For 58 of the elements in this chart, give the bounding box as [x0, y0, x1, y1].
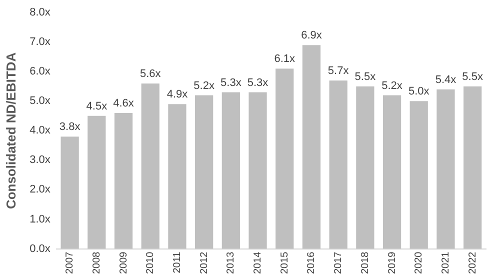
bar [248, 92, 267, 249]
x-tick-label: 2020 [414, 251, 425, 274]
x-tick-label: 2015 [279, 251, 290, 274]
y-tick-label: 8.0x [30, 6, 51, 19]
x-tick-label: 2016 [306, 251, 318, 274]
bar [329, 80, 348, 249]
y-tick-label: 3.0x [30, 154, 51, 166]
bar [195, 95, 214, 249]
bar [88, 116, 106, 249]
x-tick-label: 2021 [440, 251, 452, 274]
bar [60, 136, 79, 249]
x-tick-label: 2010 [145, 251, 156, 274]
x-tick-label: 2014 [252, 251, 264, 274]
bar [436, 89, 455, 249]
y-tick-label: 7.0x [30, 36, 51, 48]
data-label: 6.9x [301, 30, 322, 42]
bar [222, 92, 240, 249]
x-tick-label: 2019 [386, 251, 398, 274]
bar [114, 112, 133, 249]
data-label: 4.5x [86, 100, 108, 112]
x-tick-label: 2012 [198, 251, 210, 274]
x-tick-label: 2007 [64, 251, 76, 274]
bar [464, 86, 482, 249]
x-tick-label: 2018 [360, 251, 371, 274]
y-tick-label: 1.0x [30, 213, 51, 226]
x-tick-label: 2022 [467, 251, 478, 274]
x-tick-label: 2013 [226, 251, 237, 274]
y-tick-label: 5.0x [30, 95, 51, 108]
bar [168, 104, 186, 249]
x-tick-label: 2011 [172, 251, 183, 274]
data-label: 5.2x [382, 80, 403, 92]
y-tick-label: 0.0x [30, 242, 51, 255]
bar [410, 101, 428, 249]
data-label: 5.3x [247, 76, 269, 89]
data-label: 5.7x [328, 65, 350, 78]
bar [382, 95, 402, 249]
data-label: 5.4x [435, 74, 457, 86]
x-tick-label: 2017 [333, 251, 344, 274]
data-label: 4.9x [166, 88, 188, 101]
data-label: 5.2x [194, 80, 215, 92]
bar [302, 45, 321, 249]
y-tick-label: 2.0x [30, 184, 51, 196]
bar [356, 86, 374, 249]
bar [141, 83, 160, 249]
data-label: 4.6x [113, 97, 134, 110]
data-label: 6.1x [274, 53, 296, 66]
data-label: 5.3x [220, 76, 242, 89]
data-label: 5.0x [408, 86, 430, 98]
y-tick-label: 4.0x [30, 124, 51, 137]
data-label: 5.5x [354, 70, 376, 83]
data-label: 3.8x [59, 121, 81, 134]
x-tick-label: 2008 [91, 251, 102, 274]
data-label: 5.5x [462, 70, 484, 83]
data-label: 5.6x [140, 68, 162, 80]
y-tick-label: 6.0x [30, 66, 51, 78]
bar [276, 68, 294, 249]
x-tick-label: 2009 [118, 251, 130, 274]
y-axis-title: Consolidated ND/EBITDA [3, 52, 18, 210]
